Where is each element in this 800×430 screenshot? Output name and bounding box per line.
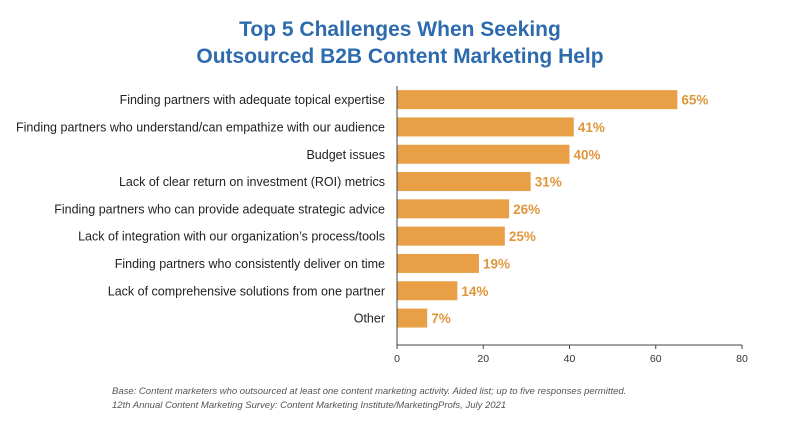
value-label: 41% bbox=[578, 120, 605, 135]
x-tick-label: 60 bbox=[650, 353, 662, 365]
category-label: Lack of clear return on investment (ROI)… bbox=[119, 175, 385, 189]
x-tick-label: 20 bbox=[477, 353, 489, 365]
footnote-source: 12th Annual Content Marketing Survey: Co… bbox=[112, 400, 507, 411]
footnote-base: Base: Content marketers who outsourced a… bbox=[112, 386, 627, 397]
value-label: 25% bbox=[509, 229, 536, 244]
category-labels-group: Finding partners with adequate topical e… bbox=[16, 93, 385, 325]
bar bbox=[397, 172, 531, 192]
bar bbox=[397, 281, 458, 301]
chart-title: Top 5 Challenges When Seeking Outsourced… bbox=[0, 16, 800, 70]
category-label: Finding partners who can provide adequat… bbox=[54, 202, 385, 216]
category-label: Finding partners who understand/can empa… bbox=[16, 120, 385, 134]
bar bbox=[397, 253, 479, 273]
category-label: Finding partners who consistently delive… bbox=[115, 257, 385, 271]
category-label: Budget issues bbox=[306, 148, 385, 162]
category-label: Lack of comprehensive solutions from one… bbox=[108, 284, 385, 298]
value-label: 65% bbox=[681, 93, 708, 108]
value-label: 40% bbox=[574, 147, 601, 162]
value-label: 7% bbox=[431, 311, 451, 326]
chart-title-line-2: Outsourced B2B Content Marketing Help bbox=[196, 45, 604, 68]
value-label: 31% bbox=[535, 175, 562, 190]
x-tick-label: 40 bbox=[564, 353, 576, 365]
x-tick-label: 0 bbox=[394, 353, 400, 365]
bars-group bbox=[397, 90, 678, 328]
bar bbox=[397, 308, 428, 328]
bar bbox=[397, 144, 570, 164]
category-label: Finding partners with adequate topical e… bbox=[120, 93, 385, 107]
category-label: Lack of integration with our organizatio… bbox=[78, 230, 385, 244]
bar bbox=[397, 90, 678, 110]
chart-title-line-1: Top 5 Challenges When Seeking bbox=[239, 18, 561, 41]
x-tick-label: 80 bbox=[736, 353, 748, 365]
value-label: 26% bbox=[513, 202, 540, 217]
bar bbox=[397, 117, 574, 137]
bar bbox=[397, 199, 510, 219]
bar bbox=[397, 226, 505, 246]
value-label: 14% bbox=[461, 284, 488, 299]
value-labels-group: 65% 41% 40% 31% 26% 25% 19% 14% 7% bbox=[431, 93, 708, 326]
axes-group: 0 20 40 60 80 bbox=[394, 86, 748, 365]
category-label: Other bbox=[354, 312, 385, 326]
value-label: 19% bbox=[483, 256, 510, 271]
